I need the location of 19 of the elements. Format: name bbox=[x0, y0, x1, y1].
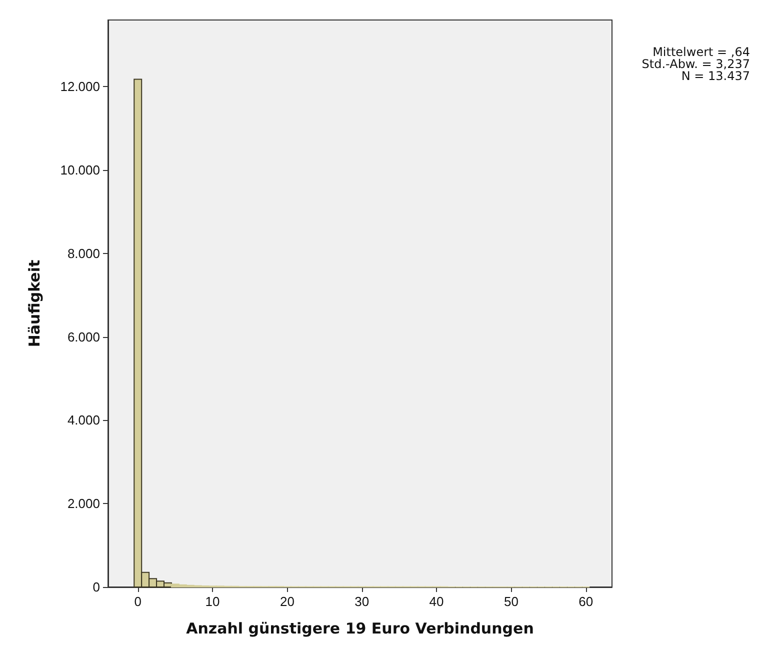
text: Mittelwert = ,64 bbox=[652, 45, 750, 59]
x-tick-label: 60 bbox=[578, 594, 594, 609]
y-tick-label: 0 bbox=[92, 580, 100, 594]
text: Std.-Abw. = 3,237 bbox=[642, 57, 750, 71]
x-tick-label: 50 bbox=[504, 594, 518, 609]
y-tick-label: 8.000 bbox=[67, 246, 100, 261]
y-axis-title: Häufigkeit bbox=[26, 260, 44, 348]
x-tick-label: 40 bbox=[429, 594, 444, 609]
x-tick-label: 30 bbox=[354, 594, 370, 609]
x-tick-label: 10 bbox=[205, 594, 220, 609]
y-tick-label: 4.000 bbox=[67, 412, 100, 428]
x-tick-label: 20 bbox=[280, 594, 294, 609]
text: N = 13.437 bbox=[681, 69, 750, 83]
y-tick-label: 12.000 bbox=[60, 79, 100, 94]
y-tick-label: 6.000 bbox=[67, 329, 100, 344]
x-axis-title: Anzahl günstigere 19 Euro Verbindungen bbox=[186, 620, 534, 638]
x-tick-label: 0 bbox=[134, 594, 142, 609]
y-tick-label: 10.000 bbox=[60, 162, 100, 178]
y-tick-label: 2.000 bbox=[67, 496, 100, 512]
